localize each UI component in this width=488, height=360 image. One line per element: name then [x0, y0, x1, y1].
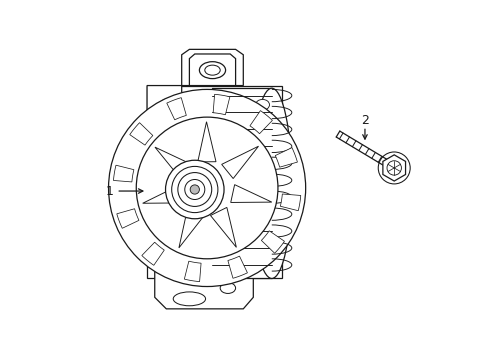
Polygon shape	[275, 148, 297, 167]
Ellipse shape	[159, 253, 173, 264]
Circle shape	[184, 180, 204, 199]
Ellipse shape	[255, 99, 269, 110]
Polygon shape	[213, 94, 229, 115]
Ellipse shape	[255, 253, 269, 264]
Circle shape	[171, 166, 218, 213]
Circle shape	[190, 185, 199, 194]
Polygon shape	[212, 88, 271, 278]
Polygon shape	[142, 242, 164, 265]
Circle shape	[108, 89, 305, 287]
Polygon shape	[189, 54, 235, 86]
Polygon shape	[113, 165, 134, 182]
Polygon shape	[210, 207, 236, 247]
Polygon shape	[249, 111, 272, 134]
Polygon shape	[227, 256, 247, 278]
Text: 1: 1	[106, 185, 114, 198]
Polygon shape	[280, 194, 300, 211]
Polygon shape	[129, 123, 153, 145]
Polygon shape	[221, 146, 258, 179]
Polygon shape	[142, 185, 183, 203]
Polygon shape	[166, 98, 186, 120]
Polygon shape	[184, 261, 201, 282]
Polygon shape	[117, 209, 139, 228]
Polygon shape	[382, 155, 405, 181]
Polygon shape	[147, 86, 281, 278]
Polygon shape	[179, 208, 204, 248]
Circle shape	[136, 117, 277, 259]
Circle shape	[165, 160, 224, 219]
Ellipse shape	[199, 62, 225, 78]
Ellipse shape	[251, 88, 291, 278]
Polygon shape	[182, 49, 243, 86]
Circle shape	[386, 161, 401, 175]
Ellipse shape	[173, 292, 205, 306]
Polygon shape	[147, 86, 182, 151]
Ellipse shape	[220, 283, 235, 293]
Polygon shape	[261, 231, 284, 253]
Text: 2: 2	[360, 114, 368, 127]
Polygon shape	[154, 270, 253, 309]
Circle shape	[178, 172, 211, 206]
Polygon shape	[230, 185, 271, 202]
Ellipse shape	[204, 65, 220, 75]
Polygon shape	[155, 147, 192, 179]
Polygon shape	[197, 122, 216, 162]
Ellipse shape	[159, 99, 173, 110]
